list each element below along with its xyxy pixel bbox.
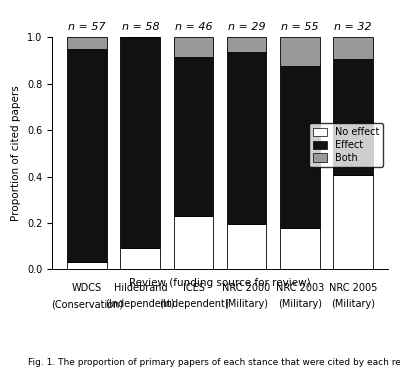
Text: (Conservation): (Conservation) (51, 300, 123, 309)
Bar (174, 37, 213, 57)
Text: Hildebrand: Hildebrand (114, 283, 167, 293)
Text: (Military): (Military) (224, 300, 268, 309)
Text: n = 32: n = 32 (334, 22, 372, 32)
Bar (333, 59, 373, 175)
Bar (227, 37, 266, 52)
Text: ICES: ICES (182, 283, 204, 293)
Bar (174, 57, 213, 216)
Bar (67, 37, 107, 49)
Bar (227, 52, 266, 224)
Bar (280, 37, 320, 66)
Text: NRC 2003: NRC 2003 (276, 283, 324, 293)
Text: n = 57: n = 57 (68, 22, 106, 32)
Text: NRC 2005: NRC 2005 (329, 283, 377, 293)
Text: (Independent): (Independent) (159, 300, 228, 309)
Text: n = 46: n = 46 (175, 22, 212, 32)
Bar (280, 228, 320, 269)
Text: (Independent): (Independent) (106, 300, 175, 309)
Text: n = 58: n = 58 (122, 22, 159, 32)
Bar (174, 216, 213, 269)
Text: WDCS: WDCS (72, 283, 102, 293)
Y-axis label: Proportion of cited papers: Proportion of cited papers (11, 86, 21, 221)
Text: (Military): (Military) (278, 300, 322, 309)
Text: NRC 2000: NRC 2000 (222, 283, 271, 293)
Text: n = 29: n = 29 (228, 22, 265, 32)
Legend: No effect, Effect, Both: No effect, Effect, Both (309, 123, 383, 167)
Bar (120, 248, 160, 269)
Bar (227, 224, 266, 269)
Bar (67, 262, 107, 269)
Bar (333, 175, 373, 269)
Text: Fig. 1. The proportion of primary papers of each stance that were cited by each : Fig. 1. The proportion of primary papers… (28, 358, 400, 367)
Text: (Military): (Military) (331, 300, 375, 309)
Bar (67, 49, 107, 262)
Bar (120, 37, 160, 248)
Text: n = 55: n = 55 (281, 22, 318, 32)
X-axis label: Review (funding source for review): Review (funding source for review) (129, 278, 311, 288)
Bar (333, 37, 373, 59)
Bar (280, 66, 320, 228)
